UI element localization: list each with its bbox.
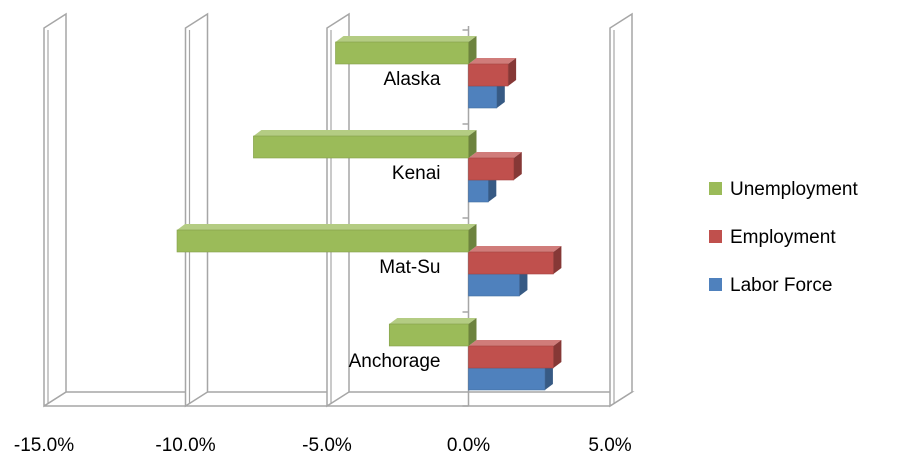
bar-side	[553, 246, 562, 274]
bar-top	[468, 58, 517, 64]
legend-label: Labor Force	[730, 275, 832, 296]
gridline-wall	[609, 12, 633, 408]
x-tick-label: 0.0%	[447, 435, 490, 456]
x-tick-label: -15.0%	[14, 435, 74, 456]
bar-side	[513, 152, 522, 180]
bar-side	[553, 340, 562, 368]
bar-side	[468, 318, 477, 346]
category-label: Anchorage	[349, 351, 441, 372]
x-tick-label: -10.0%	[155, 435, 215, 456]
gridline-wall	[184, 12, 209, 408]
bar-employment	[468, 345, 554, 369]
bar-top	[468, 340, 562, 346]
bar-employment	[468, 63, 509, 87]
legend: Unemployment Employment Labor Force	[709, 179, 858, 296]
bar-top	[335, 36, 477, 42]
bar-side	[468, 224, 477, 252]
legend-swatch	[709, 182, 722, 195]
bar-top	[177, 224, 477, 230]
bar-side	[488, 174, 497, 202]
gridline-wall	[43, 12, 67, 408]
bar-top	[468, 152, 522, 158]
x-tick-label: 5.0%	[588, 435, 631, 456]
category-label: Alaska	[383, 69, 440, 90]
legend-swatch	[709, 230, 722, 243]
bar-unemployment	[335, 41, 469, 65]
bar-side	[519, 268, 528, 296]
bar-unemployment	[388, 323, 469, 347]
bar-unemployment	[253, 135, 469, 159]
legend-swatch	[709, 278, 722, 291]
category-label: Kenai	[392, 163, 441, 184]
bars-layer	[176, 36, 562, 391]
bar-top	[253, 130, 477, 136]
legend-label: Unemployment	[730, 179, 858, 200]
bar-employment	[468, 251, 554, 275]
bar-labor-force	[468, 367, 546, 391]
bar-side	[544, 362, 553, 390]
grid-layer	[43, 12, 635, 408]
bar-labor-force	[468, 273, 520, 297]
x-tick-label: -5.0%	[302, 435, 352, 456]
bar-top	[468, 246, 562, 252]
bar-labor-force	[468, 179, 489, 203]
bar-side	[468, 36, 477, 64]
bar-employment	[468, 157, 515, 181]
bar-side	[496, 80, 505, 108]
legend-label: Employment	[730, 227, 836, 248]
bar-unemployment	[176, 229, 469, 253]
category-label: Mat-Su	[379, 257, 440, 278]
gridline-wall	[326, 12, 350, 408]
bar-side	[508, 58, 517, 86]
labels-layer: -15.0% -10.0% -5.0% 0.0% 5.0% Anchorage Mat-Su…	[14, 69, 632, 456]
bar-labor-force	[468, 85, 498, 109]
bar-top	[389, 318, 477, 324]
bar-side	[468, 130, 477, 158]
